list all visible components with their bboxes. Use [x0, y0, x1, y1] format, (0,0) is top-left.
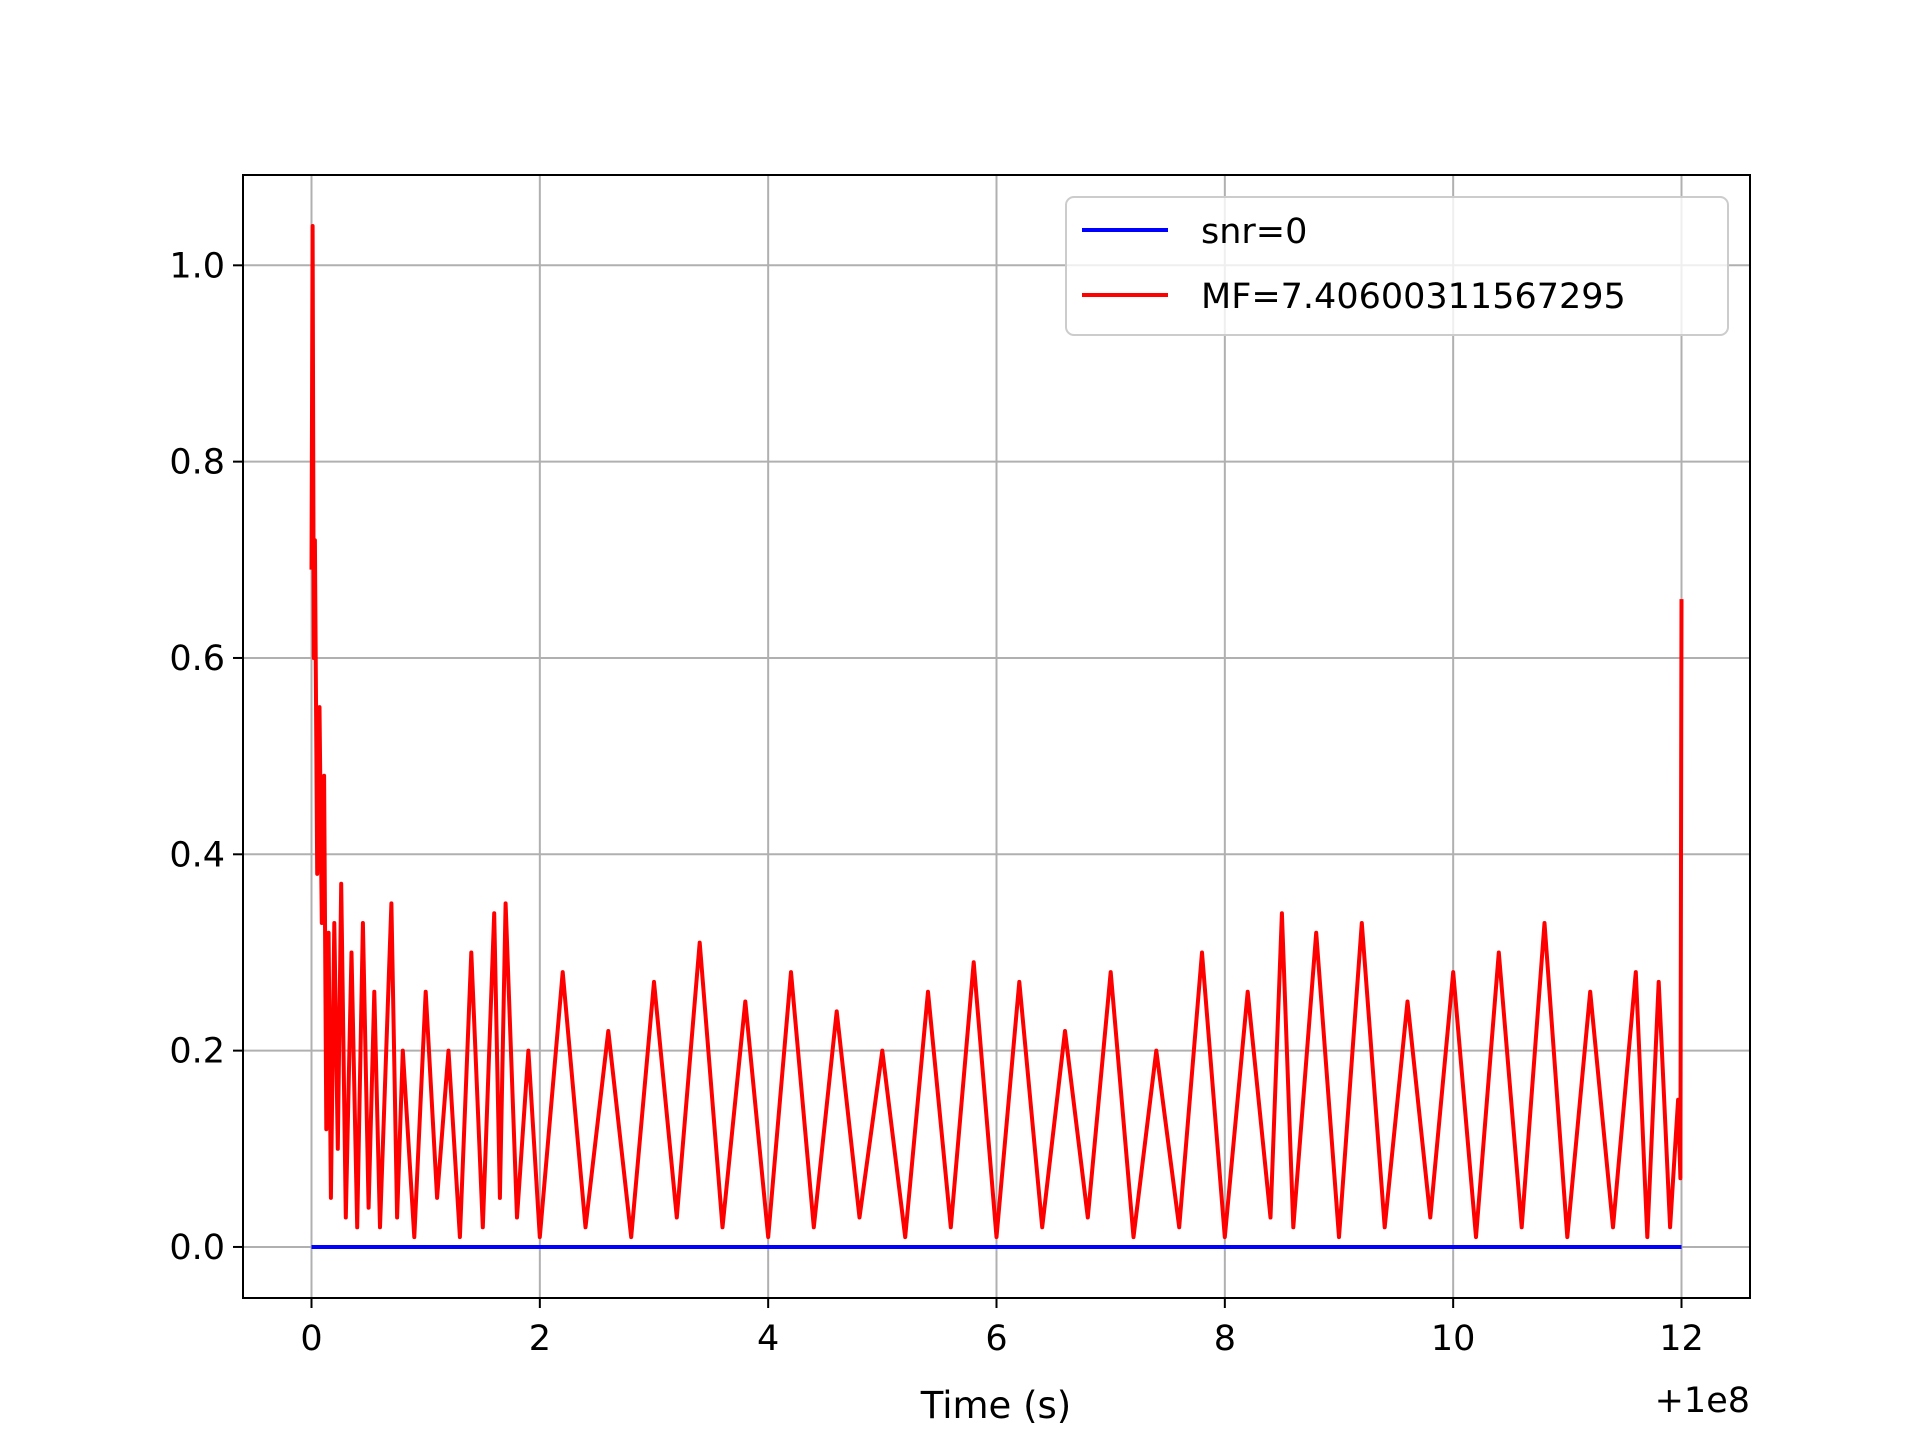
grid-lines	[243, 175, 1750, 1298]
y-tick-label: 0.2	[169, 1032, 225, 1072]
legend-frame	[1065, 196, 1729, 336]
y-tick-label: 0.6	[169, 639, 225, 679]
x-axis-label: Time (s)	[920, 1384, 1071, 1427]
x-tick-label: 0	[300, 1319, 322, 1359]
y-tick-label: 1.0	[169, 246, 225, 286]
x-tick-label: 6	[985, 1319, 1007, 1359]
legend-label-mf: MF=7.40600311567295	[1201, 277, 1626, 317]
x-tick-label: 8	[1214, 1319, 1236, 1359]
series-lines	[309, 224, 1684, 1249]
y-tick-label: 0.4	[169, 835, 225, 875]
y-tick-label: 0.0	[169, 1228, 225, 1268]
x-tick-label: 4	[757, 1319, 779, 1359]
legend-label-snr: snr=0	[1201, 212, 1307, 252]
axis-ticks: 0 2 4 6 8 10 12 0.0 0.2 0.4 0.6 0.8 1.0	[169, 246, 1703, 1359]
series-line-mf	[309, 224, 1684, 1240]
x-tick-label: 10	[1431, 1319, 1476, 1359]
legend: snr=0 MF=7.40600311567295	[1065, 196, 1729, 336]
x-offset-label: +1e8	[1655, 1381, 1750, 1421]
x-tick-label: 12	[1659, 1319, 1704, 1359]
y-tick-label: 0.8	[169, 443, 225, 483]
x-tick-label: 2	[529, 1319, 551, 1359]
